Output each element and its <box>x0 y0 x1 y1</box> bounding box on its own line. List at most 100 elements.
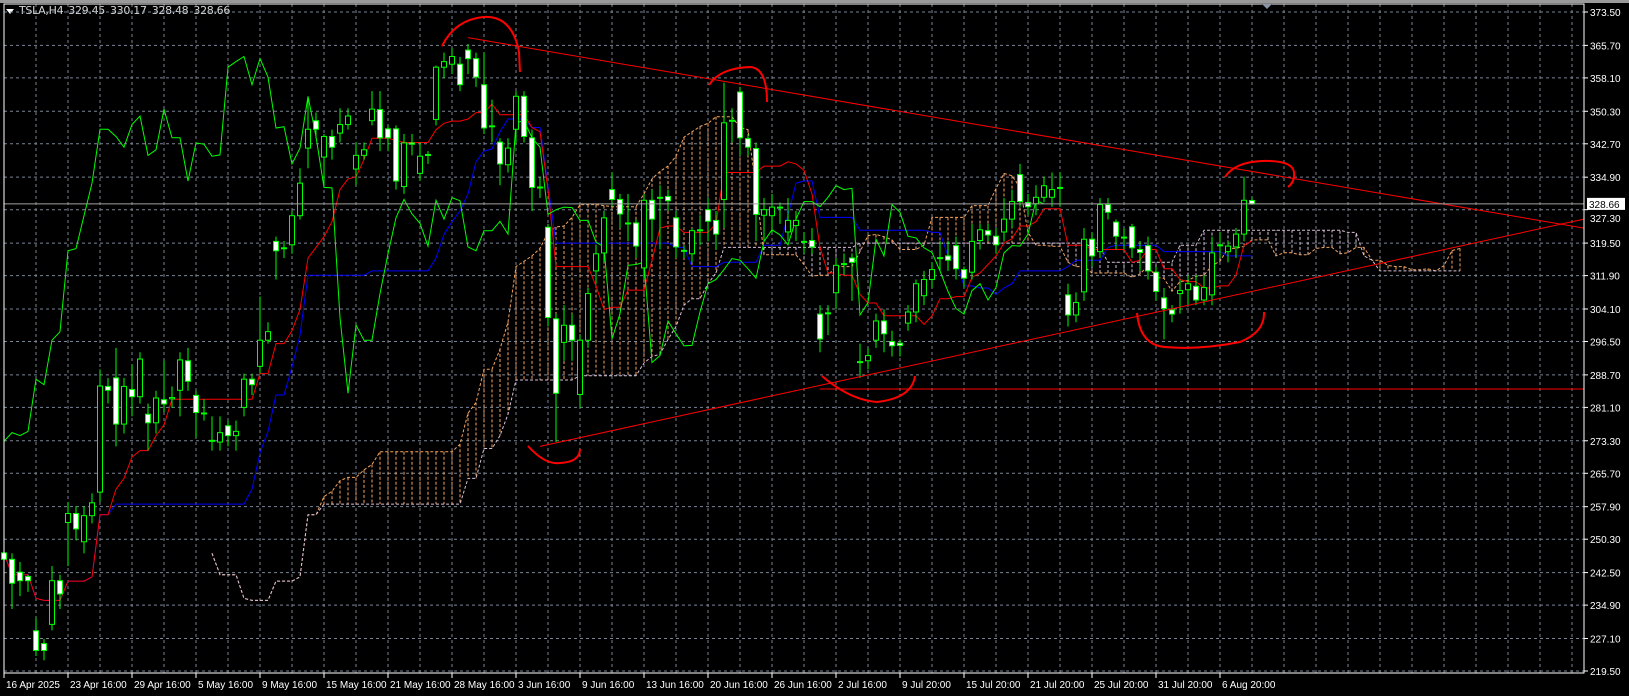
chart-shift-marker-icon[interactable] <box>1262 4 1272 9</box>
candle-body-bear <box>1153 271 1159 292</box>
candle-body-bear <box>825 312 831 315</box>
candle <box>521 91 527 143</box>
candle <box>857 343 863 378</box>
candle-body-bear <box>329 136 335 148</box>
candle-body-bull <box>177 359 183 391</box>
candle <box>249 373 255 395</box>
candle <box>1201 275 1207 306</box>
candle-body-bear <box>937 257 943 260</box>
x-tick-label: 25 Jul 20:00 <box>1094 680 1149 691</box>
candle <box>89 493 95 524</box>
freehand-arc[interactable] <box>708 65 768 103</box>
candle-body-bull <box>561 324 567 343</box>
time-axis[interactable]: 16 Apr 2025 23 Apr 16:00 29 Apr 16:00 5 May… <box>3 673 1276 691</box>
candle-body-bull <box>337 124 343 134</box>
current-price-label: 328.66 <box>1589 200 1620 211</box>
candle-body-bull <box>241 378 247 408</box>
candle <box>1145 236 1151 280</box>
candle-body-bull <box>721 122 727 200</box>
candle <box>689 228 695 263</box>
candle <box>793 210 799 241</box>
candle-body-bear <box>681 249 687 252</box>
candle-body-bull <box>233 430 239 437</box>
candle-body-bear <box>1161 297 1167 310</box>
candle-body-bear <box>553 318 559 394</box>
candle <box>1113 219 1119 250</box>
candle <box>145 403 151 451</box>
x-tick-label: 26 Jun 16:00 <box>774 680 832 691</box>
candle-body-bear <box>25 575 31 582</box>
candle <box>193 390 199 438</box>
candle <box>617 193 623 229</box>
candle-body-bull <box>153 397 159 424</box>
candle <box>1209 236 1215 306</box>
candle-body-bear <box>393 128 399 182</box>
candle-body-bear <box>857 361 863 364</box>
candle-body-bull <box>873 320 879 341</box>
freehand-arc[interactable] <box>821 375 916 404</box>
x-tick-label: 23 Apr 16:00 <box>70 680 127 691</box>
candle-body-bear <box>1137 248 1143 253</box>
trendline[interactable] <box>467 37 1585 229</box>
candle <box>537 176 543 199</box>
freehand-arc[interactable] <box>1224 159 1296 188</box>
candle-body-bear <box>1025 201 1031 208</box>
candle <box>513 91 519 143</box>
freehand-arc[interactable] <box>527 445 581 465</box>
candle <box>625 193 631 241</box>
candle <box>1081 228 1087 301</box>
candle-body-bear <box>1121 236 1127 239</box>
candle <box>969 223 975 280</box>
candle <box>1225 240 1231 263</box>
candle-body-bear <box>41 643 47 651</box>
candle <box>753 142 759 241</box>
y-tick-label: 242.50 <box>1590 569 1621 580</box>
candle-body-bear <box>465 49 471 60</box>
y-tick-label: 350.30 <box>1590 107 1621 118</box>
price-axis[interactable]: 373.50 365.70 358.10 350.30 342.70 334.90 327.… <box>1584 8 1621 678</box>
y-tick-label: 250.30 <box>1590 535 1621 546</box>
candle <box>505 138 511 173</box>
x-tick-label: 6 Aug 20:00 <box>1222 680 1276 691</box>
freehand-arc[interactable] <box>1136 311 1266 349</box>
candle <box>241 373 247 417</box>
drawings[interactable] <box>441 15 1585 465</box>
candle-body-bull <box>289 215 295 246</box>
candle-body-bear <box>897 342 903 346</box>
candle-body-bull <box>417 155 423 174</box>
candle-body-bull <box>913 283 919 313</box>
candle <box>217 416 223 451</box>
candle <box>33 617 39 657</box>
candle-body-bull <box>513 95 519 130</box>
candle <box>329 129 335 160</box>
low-value: 328.48 <box>151 4 189 17</box>
candle <box>681 245 687 259</box>
candle <box>97 369 103 502</box>
candle-body-bull <box>793 219 799 227</box>
candle-body-bull <box>1073 302 1079 316</box>
candle-body-bear <box>1193 285 1199 301</box>
candle <box>961 266 967 289</box>
x-tick-label: 29 Apr 16:00 <box>134 680 191 691</box>
candle-body-bull <box>441 61 447 68</box>
candle <box>825 305 831 336</box>
candle <box>169 386 175 408</box>
candle-body-bull <box>505 147 511 166</box>
freehand-arc[interactable] <box>441 15 521 73</box>
candle-body-bear <box>753 148 759 215</box>
candle <box>1185 275 1191 306</box>
dropdown-triangle-icon[interactable] <box>6 8 14 14</box>
x-tick-label: 9 Jul 20:00 <box>902 680 951 691</box>
candle <box>417 142 423 182</box>
candle-body-bear <box>729 119 735 122</box>
y-tick-label: 219.50 <box>1590 667 1621 678</box>
trendline[interactable] <box>539 218 1585 447</box>
x-tick-label: 20 Jun 16:00 <box>710 680 768 691</box>
candle-body-bull <box>297 182 303 217</box>
candle-body-bull <box>49 580 55 625</box>
candle-body-bull <box>1041 185 1047 198</box>
candle <box>1193 275 1199 306</box>
candle <box>1161 288 1167 340</box>
candle-body-bear <box>209 439 215 442</box>
